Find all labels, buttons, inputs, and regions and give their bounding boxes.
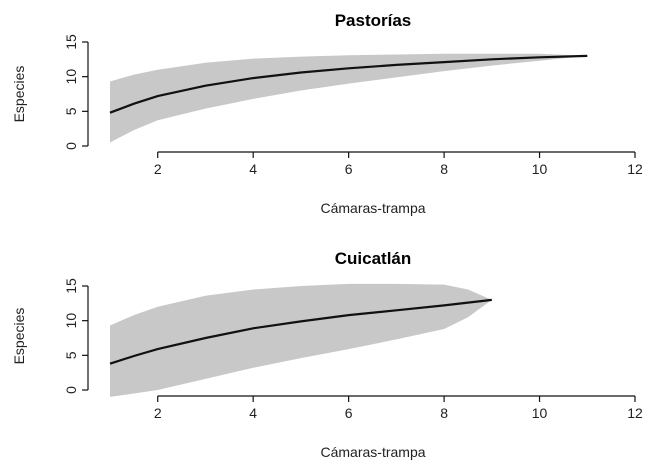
x-tick-label: 6 — [345, 161, 353, 177]
plot-area: 2 4 6 8 10 12 0 5 10 15 — [63, 278, 643, 421]
x-tick-label: 2 — [154, 161, 162, 177]
x-tick-label: 4 — [249, 405, 257, 421]
y-tick-label: 0 — [63, 386, 79, 394]
series-line — [109, 54, 588, 114]
y-tick-label: 10 — [63, 69, 79, 85]
y-tick-label: 5 — [63, 107, 79, 115]
y-axis-label: Especies — [11, 308, 27, 365]
y-tick-label: 15 — [63, 278, 79, 294]
x-tick-label: 12 — [627, 161, 643, 177]
panel-pastorias: Pastorías Especies Cámaras-trampa 2 4 6 8 10… — [11, 11, 643, 216]
series-line — [109, 298, 492, 365]
y-tick-label: 10 — [63, 313, 79, 329]
x-tick-label: 6 — [345, 405, 353, 421]
y-tick-label: 5 — [63, 351, 79, 359]
confidence-band — [110, 283, 492, 397]
x-tick-label: 8 — [440, 161, 448, 177]
chart-title: Pastorías — [335, 11, 412, 30]
y-axis-label: Especies — [11, 66, 27, 123]
x-tick-label: 2 — [154, 405, 162, 421]
x-axis-label: Cámaras-trampa — [320, 200, 425, 216]
x-tick-label: 4 — [249, 161, 257, 177]
panel-cuicatlan: Cuicatlán Especies Cámaras-trampa 2 4 6 8 10… — [11, 249, 643, 460]
confidence-band — [110, 53, 588, 143]
x-tick-label: 12 — [627, 405, 643, 421]
y-tick-label: 0 — [63, 142, 79, 150]
plot-area: 2 4 6 8 10 12 0 5 10 15 — [63, 34, 643, 177]
x-tick-label: 8 — [440, 405, 448, 421]
y-tick-label: 15 — [63, 34, 79, 50]
x-axis-label: Cámaras-trampa — [320, 444, 425, 460]
chart-title: Cuicatlán — [335, 249, 412, 268]
x-tick-label: 10 — [532, 161, 548, 177]
x-tick-label: 10 — [532, 405, 548, 421]
